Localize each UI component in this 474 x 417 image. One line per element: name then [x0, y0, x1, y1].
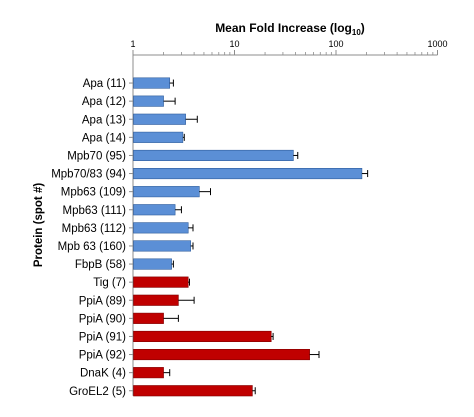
- category-label: Apa (13): [82, 114, 126, 126]
- category-label: GroEL2 (5): [69, 386, 126, 398]
- bar: [133, 367, 164, 379]
- chart-title: Mean Fold Increase (log10): [215, 21, 365, 37]
- category-label: Apa (14): [82, 132, 126, 144]
- bar: [133, 168, 363, 180]
- bar: [133, 222, 189, 234]
- x-tick-label: 1: [130, 39, 135, 49]
- category-label: PpiA (90): [79, 313, 126, 325]
- bar: [133, 294, 179, 306]
- x-tick-label: 10: [229, 39, 239, 49]
- x-tick-label: 1000: [427, 39, 447, 49]
- bar: [133, 204, 176, 216]
- bar: [133, 330, 272, 343]
- bar: [133, 149, 294, 161]
- category-label: PpiA (91): [79, 331, 126, 343]
- bar: [133, 95, 164, 107]
- category-label: PpiA (92): [79, 350, 126, 362]
- category-label: Mpb 63 (160): [58, 241, 127, 253]
- chart-title-subscript: 10: [352, 28, 361, 37]
- category-label: PpiA (89): [79, 295, 126, 307]
- bar: [133, 240, 191, 252]
- bar: [133, 131, 184, 143]
- bar: [133, 186, 200, 198]
- category-label: Mpb70 (95): [67, 150, 126, 162]
- bar: [133, 276, 189, 288]
- bar: [133, 77, 171, 89]
- x-tick-label: 100: [328, 39, 343, 49]
- category-label: Apa (12): [82, 96, 126, 108]
- chart-title-close: ): [361, 21, 365, 35]
- bar: [133, 258, 172, 270]
- category-label: Mpb63 (111): [63, 205, 127, 217]
- category-label: DnaK (4): [80, 368, 126, 380]
- category-label: Mpb63 (112): [62, 223, 127, 235]
- category-label: FbpB (58): [75, 259, 126, 271]
- category-label: Mpb70/83 (94): [51, 169, 126, 181]
- category-label: Apa (11): [83, 78, 126, 90]
- bar: [133, 348, 310, 361]
- bar: [133, 113, 186, 125]
- category-label: Tig (7): [93, 277, 126, 289]
- category-label: Mpb63 (109): [61, 187, 126, 199]
- bar: [133, 385, 253, 397]
- y-axis-label: Protein (spot #): [33, 183, 45, 268]
- bar: [133, 312, 164, 324]
